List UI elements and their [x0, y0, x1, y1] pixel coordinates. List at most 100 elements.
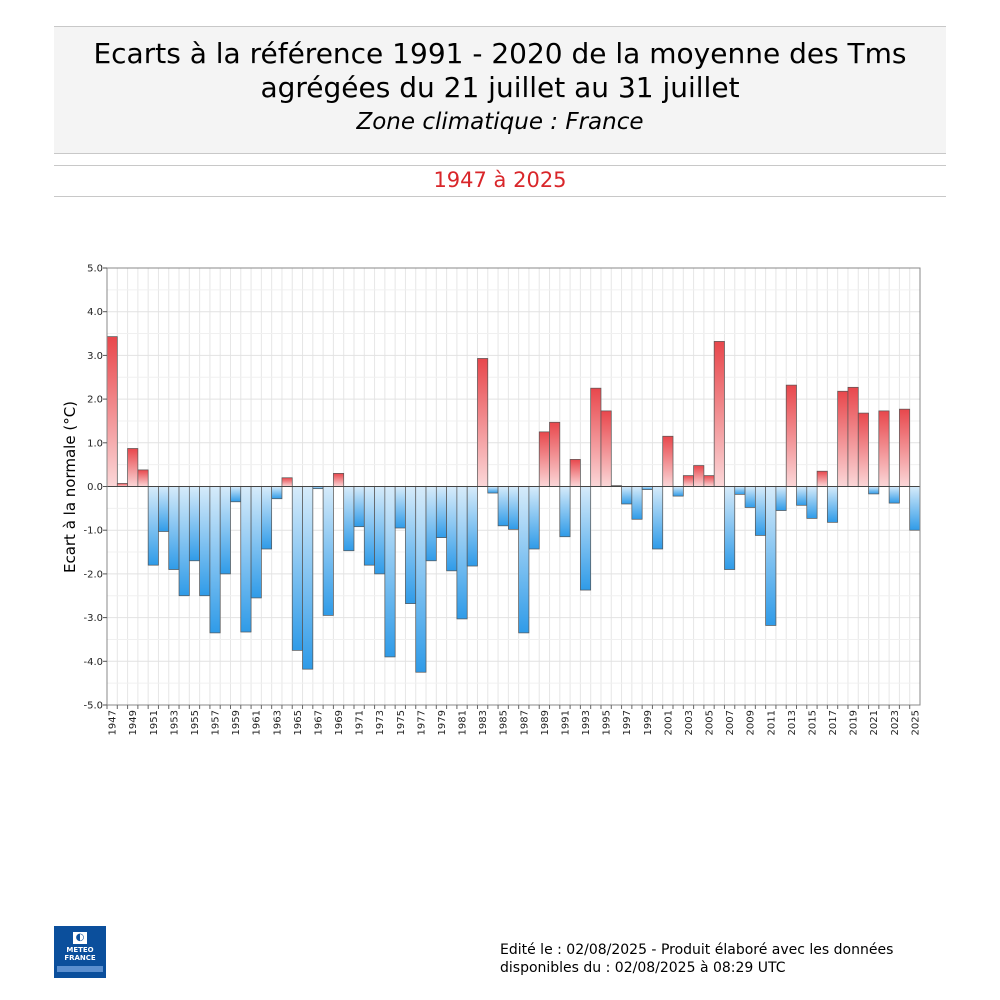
- bar-1997: [621, 486, 633, 505]
- x-tick-label: 2023: [890, 710, 901, 735]
- x-tick-label: 1995: [602, 710, 613, 735]
- bar-1992: [569, 459, 581, 487]
- x-tick-label: 1981: [458, 710, 469, 735]
- bar-2023: [888, 486, 900, 504]
- bar-1959: [230, 486, 242, 503]
- x-tick-label: 1961: [252, 710, 263, 735]
- bar-1986: [508, 486, 519, 530]
- bar-1955: [188, 486, 200, 562]
- bar-1980: [446, 486, 458, 572]
- x-tick-label: 1997: [622, 710, 633, 735]
- bar-1958: [219, 486, 231, 575]
- bar-2003: [682, 475, 694, 487]
- y-tick-label: -3.0: [83, 613, 103, 624]
- x-tick-label: 1973: [375, 710, 386, 735]
- x-tick-label: 1985: [499, 710, 510, 735]
- bar-1956: [199, 486, 211, 597]
- bar-1952: [158, 486, 170, 532]
- bar-1990: [549, 421, 561, 487]
- y-axis-label: Ecart à la normale (°C): [61, 401, 79, 573]
- bar-2025: [909, 486, 921, 531]
- x-tick-label: 2011: [766, 710, 777, 735]
- bar-1975: [394, 486, 406, 529]
- bar-2002: [672, 486, 684, 497]
- bar-1969: [333, 473, 345, 487]
- x-tick-label: 1999: [643, 710, 654, 735]
- bar-2004: [693, 465, 705, 487]
- bar-2019: [847, 386, 859, 487]
- bar-2010: [754, 486, 766, 536]
- x-tick-label: 1967: [313, 710, 324, 735]
- bar-1974: [384, 486, 396, 658]
- x-tick-label: 1963: [272, 710, 283, 735]
- edition-line1: Edité le : 02/08/2025 - Produit élaboré …: [500, 942, 894, 958]
- bar-1991: [559, 486, 571, 538]
- bar-1961: [250, 486, 262, 599]
- x-tick-label: 1993: [581, 710, 592, 735]
- bars: [106, 336, 921, 673]
- bar-2000: [652, 486, 664, 550]
- x-tick-label: 2013: [787, 710, 798, 735]
- x-tick-label: 1983: [478, 710, 489, 735]
- x-tick-label: 1953: [169, 710, 180, 735]
- bar-1988: [528, 486, 540, 550]
- bar-1953: [168, 486, 180, 570]
- y-tick-label: 2.0: [87, 395, 103, 406]
- bar-1971: [353, 486, 365, 528]
- x-tick-label: 1955: [190, 710, 201, 735]
- x-tick-label: 2015: [807, 710, 818, 735]
- bar-2017: [827, 486, 839, 523]
- bar-1963: [271, 486, 283, 500]
- bar-1982: [466, 486, 478, 567]
- x-tick-label: 1975: [396, 710, 407, 735]
- bar-2011: [765, 486, 777, 626]
- x-tick-label: 2025: [910, 710, 921, 735]
- y-tick-label: 5.0: [87, 264, 103, 275]
- bar-2015: [806, 486, 818, 519]
- logo-tagline-strip: [57, 966, 103, 972]
- bar-1957: [209, 486, 221, 634]
- bar-2007: [724, 486, 736, 570]
- bar-1989: [538, 431, 550, 487]
- x-tick-label: 1979: [437, 710, 448, 735]
- bar-1998: [631, 486, 643, 520]
- bar-1970: [343, 486, 355, 552]
- x-tick-label: 2021: [869, 710, 880, 735]
- y-tick-label: 4.0: [87, 307, 103, 318]
- bar-2012: [775, 486, 787, 511]
- period-label: 1947 à 2025: [433, 168, 567, 192]
- bar-2021: [868, 486, 880, 495]
- x-tick-label: 2001: [663, 710, 674, 735]
- bar-2024: [899, 408, 911, 487]
- bar-1964: [281, 477, 293, 487]
- x-tick-label: 1969: [334, 710, 345, 735]
- x-tick-label: 1951: [149, 710, 160, 735]
- x-tick-label: 1959: [231, 710, 242, 735]
- bar-1984: [487, 486, 499, 494]
- x-tick-label: 1991: [560, 710, 571, 735]
- bar-1962: [261, 486, 273, 550]
- period-panel: 1947 à 2025: [54, 165, 946, 197]
- bar-1950: [137, 469, 149, 487]
- x-tick-label: 2007: [725, 710, 736, 735]
- logo-mark-icon: ◐: [73, 932, 87, 944]
- bar-2018: [837, 390, 849, 487]
- bar-1960: [240, 486, 252, 633]
- bar-1994: [590, 387, 602, 487]
- x-tick-label: 2017: [828, 710, 839, 735]
- x-tick-label: 1989: [540, 710, 551, 735]
- x-tick-label: 1965: [293, 710, 304, 735]
- bar-1987: [518, 486, 530, 634]
- bar-1947: [106, 336, 118, 487]
- bar-2022: [878, 410, 890, 487]
- bar-1965: [291, 486, 303, 651]
- bar-1966: [302, 486, 314, 670]
- bar-1985: [497, 486, 509, 527]
- edition-note: Edité le : 02/08/2025 - Produit élaboré …: [500, 941, 960, 977]
- bar-1949: [127, 448, 139, 487]
- bar-2013: [785, 384, 797, 487]
- x-tick-label: 2019: [849, 710, 860, 735]
- x-tick-label: 2009: [746, 710, 757, 735]
- bar-1977: [415, 486, 427, 673]
